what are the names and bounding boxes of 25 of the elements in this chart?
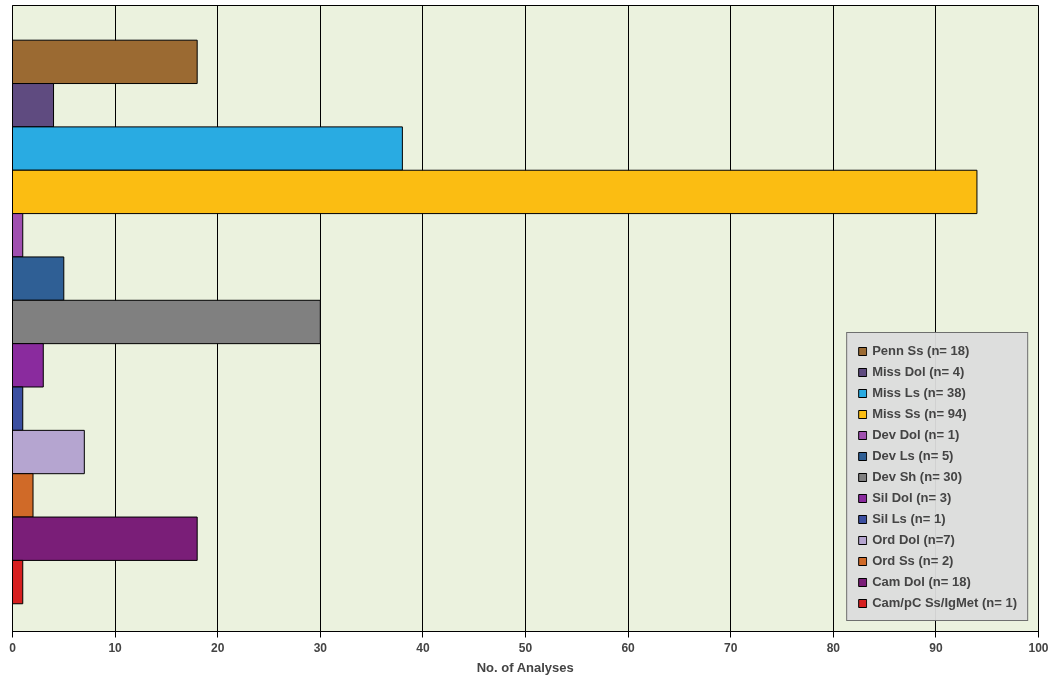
legend-label: Dev Ls (n= 5): [872, 448, 954, 463]
legend-label: Dev Sh (n= 30): [872, 469, 963, 484]
legend-label: Cam Dol (n= 18): [872, 574, 971, 589]
legend-label: Ord Dol (n=7): [872, 532, 955, 547]
x-tick-label: 70: [724, 640, 738, 655]
x-tick-label: 10: [108, 640, 123, 655]
x-tick-label: 100: [1028, 640, 1049, 655]
legend-label: Sil Dol (n= 3): [872, 490, 952, 505]
legend-label: Ord Ss (n= 2): [872, 553, 954, 568]
x-tick-label: 0: [9, 640, 17, 655]
legend-label: Dev Dol (n= 1): [872, 427, 960, 442]
x-tick-label: 20: [211, 640, 225, 655]
x-tick-label: 30: [313, 640, 328, 655]
x-tick-label: 50: [518, 640, 533, 655]
legend-label: Miss Dol (n= 4): [872, 364, 965, 379]
x-tick-label: 40: [416, 640, 430, 655]
legend-label: Sil Ls (n= 1): [872, 511, 946, 526]
x-tick-label: 60: [621, 640, 636, 655]
legend-label: Miss Ls (n= 38): [872, 385, 966, 400]
legend-label: Penn Ss (n= 18): [872, 343, 970, 358]
legend-label: Miss Ss (n= 94): [872, 406, 967, 421]
x-tick-label: 90: [929, 640, 943, 655]
legend-label: Cam/pC Ss/IgMet (n= 1): [872, 595, 1017, 610]
x-tick-label: 80: [826, 640, 841, 655]
x-axis-title: No. of Analyses: [476, 659, 574, 675]
